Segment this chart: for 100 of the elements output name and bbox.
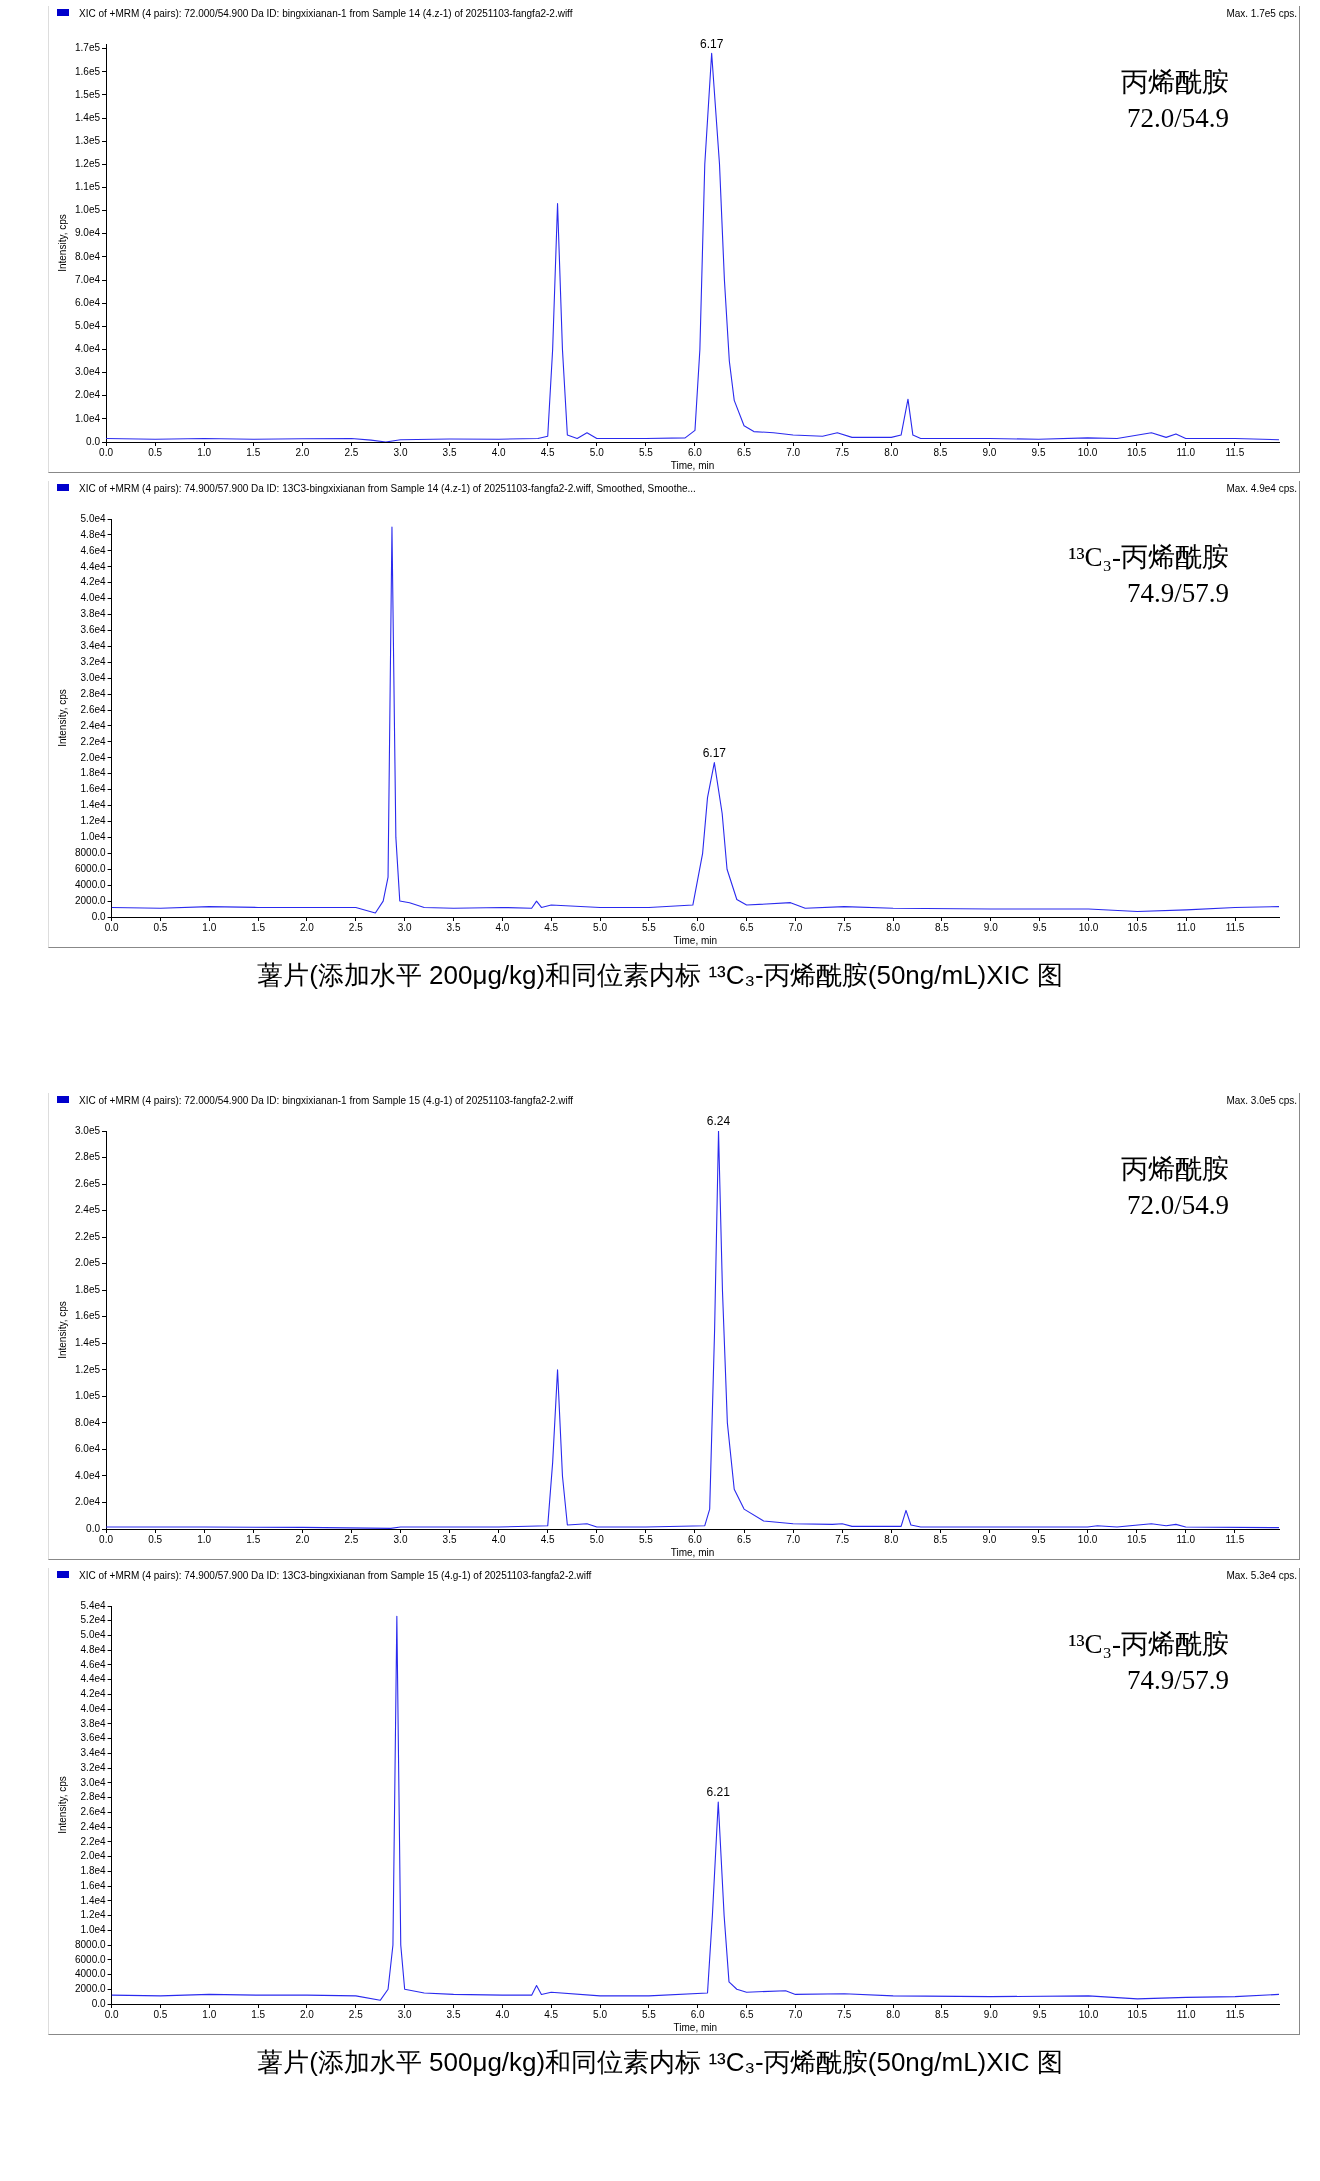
- x-tick-label: 8.5: [935, 2008, 950, 2020]
- y-tick-label: 1.3e5: [74, 134, 101, 146]
- annotation: 72.0/54.9: [1126, 1189, 1229, 1222]
- y-tick-label: 2.0e4: [80, 751, 107, 763]
- x-tick-label: 10.5: [1126, 446, 1147, 458]
- x-tick-label: 0.5: [148, 1533, 163, 1545]
- x-tick-label: 6.0: [690, 2008, 706, 2020]
- annotation: ¹³C₃-丙烯酰胺: [1068, 541, 1229, 574]
- y-tick-label: 1.4e4: [80, 799, 107, 811]
- y-tick-label: 1.4e5: [74, 111, 101, 123]
- y-tick-label: 8000.0: [74, 1938, 107, 1950]
- y-tick-label: 1.0e4: [80, 1924, 107, 1936]
- y-tick-label: 2.2e4: [80, 1835, 107, 1847]
- y-tick-label: 4.8e4: [80, 528, 107, 540]
- x-tick-label: 10.0: [1077, 1533, 1098, 1545]
- x-axis-title: Time, min: [670, 1546, 715, 1558]
- y-tick-label: 5.0e4: [80, 1629, 107, 1641]
- y-tick-label: 3.2e4: [80, 1761, 107, 1773]
- y-tick-label: 3.8e4: [80, 1717, 107, 1729]
- x-tick-label: 7.0: [788, 921, 803, 933]
- y-tick-label: 8000.0: [74, 847, 107, 859]
- y-tick-label: 0.0: [91, 1997, 107, 2009]
- y-tick-label: 2.6e4: [80, 703, 107, 715]
- y-tick-label: 1.6e4: [80, 1879, 107, 1891]
- x-tick-label: 0.5: [153, 921, 168, 933]
- y-tick-label: 3.6e4: [80, 1732, 107, 1744]
- x-tick-label: 9.0: [983, 921, 999, 933]
- annotation: ¹³C₃-丙烯酰胺: [1068, 1628, 1229, 1661]
- x-tick-label: 9.0: [982, 1533, 997, 1545]
- y-tick-label: 1.6e4: [80, 783, 107, 795]
- y-tick-label: 4.2e4: [80, 1688, 107, 1700]
- x-tick-label: 9.0: [983, 2008, 999, 2020]
- x-tick-label: 0.5: [148, 446, 163, 458]
- y-tick-label: 2.0e4: [74, 389, 101, 401]
- x-tick-label: 6.5: [737, 446, 752, 458]
- y-tick-label: 0.0: [86, 435, 101, 447]
- y-axis-title: Intensity, cps: [56, 689, 68, 747]
- y-tick-label: 3.0e5: [74, 1124, 101, 1136]
- x-tick-label: 11.5: [1225, 446, 1245, 458]
- y-tick-label: 6000.0: [74, 1953, 107, 1965]
- annotation: 丙烯酰胺: [1121, 66, 1229, 99]
- x-tick-label: 0.5: [153, 2008, 168, 2020]
- x-tick-label: 10.0: [1078, 921, 1099, 933]
- y-tick-label: 4.0e4: [80, 1702, 107, 1714]
- chart-title: XIC of +MRM (4 pairs): 72.000/54.900 Da ID: bingxixianan-1 from Sample 15 (4.g-1) of 20251103-fangfa2-2.wiff: [79, 1095, 574, 1106]
- y-tick-label: 2.8e5: [74, 1151, 101, 1163]
- x-tick-label: 4.0: [495, 2008, 510, 2020]
- x-tick-label: 1.0: [202, 2008, 217, 2020]
- y-tick-label: 4.4e4: [80, 1673, 107, 1685]
- y-tick-label: 4000.0: [74, 1968, 107, 1980]
- x-tick-label: 3.5: [446, 2008, 461, 2020]
- x-tick-label: 8.5: [935, 921, 950, 933]
- y-tick-label: 3.0e4: [74, 366, 101, 378]
- y-tick-label: 1.0e4: [74, 412, 101, 424]
- y-tick-label: 2.4e4: [80, 1820, 107, 1832]
- y-tick-label: 2.0e5: [74, 1257, 101, 1269]
- x-tick-label: 2.5: [344, 1533, 359, 1545]
- annotation: 6.21: [706, 1785, 731, 1800]
- x-tick-label: 5.0: [589, 1533, 605, 1545]
- x-tick-label: 3.0: [397, 2008, 413, 2020]
- x-tick-label: 10.5: [1126, 1533, 1147, 1545]
- y-tick-label: 4.0e4: [80, 592, 107, 604]
- x-tick-label: 8.0: [886, 921, 901, 933]
- y-tick-label: 4.0e4: [74, 343, 101, 355]
- y-tick-label: 8.0e4: [74, 1416, 101, 1428]
- x-tick-label: 4.5: [540, 446, 556, 458]
- x-tick-label: 8.5: [933, 1533, 948, 1545]
- y-tick-label: 4.2e4: [80, 576, 107, 588]
- y-axis-title: Intensity, cps: [56, 1776, 68, 1834]
- x-tick-label: 1.0: [197, 446, 212, 458]
- x-tick-label: 7.5: [837, 2008, 852, 2020]
- y-tick-label: 2.0e4: [74, 1496, 101, 1508]
- y-tick-label: 2.8e4: [80, 687, 107, 699]
- x-tick-label: 3.5: [446, 921, 461, 933]
- y-tick-label: 6.0e4: [74, 296, 101, 308]
- x-tick-label: 7.5: [835, 1533, 850, 1545]
- x-tick-label: 9.5: [1032, 2008, 1048, 2020]
- x-tick-label: 9.5: [1032, 921, 1048, 933]
- text: Max. 5.3e4 cps.: [1226, 1570, 1297, 1581]
- x-tick-label: 11.0: [1176, 1533, 1196, 1545]
- x-tick-label: 4.0: [495, 921, 510, 933]
- text: Max. 1.7e5 cps.: [1226, 8, 1297, 19]
- chart-title: XIC of +MRM (4 pairs): 72.000/54.900 Da ID: bingxixianan-1 from Sample 14 (4.z-1) of 20251103-fangfa2-2.wiff: [79, 8, 573, 19]
- y-tick-label: 3.4e4: [80, 640, 107, 652]
- x-tick-label: 2.0: [295, 446, 310, 458]
- x-tick-label: 2.0: [300, 2008, 315, 2020]
- y-axis-title: Intensity, cps: [56, 214, 68, 272]
- x-tick-label: 5.5: [641, 921, 657, 933]
- y-axis-title: Intensity, cps: [56, 1301, 68, 1359]
- x-tick-label: 11.5: [1225, 1533, 1245, 1545]
- annotation: 6.24: [706, 1114, 731, 1129]
- y-tick-label: 4.4e4: [80, 560, 107, 572]
- x-tick-label: 11.0: [1176, 446, 1196, 458]
- x-axis-title: Time, min: [670, 459, 715, 471]
- x-tick-label: 7.5: [837, 921, 852, 933]
- chart-title: XIC of +MRM (4 pairs): 74.900/57.900 Da ID: 13C3-bingxixianan from Sample 14 (4.z-1) of 20251103-fangfa2-2.wiff, Smoothed, Smoothe...: [79, 483, 696, 494]
- y-tick-label: 7.0e4: [74, 273, 101, 285]
- x-axis-title: Time, min: [673, 2021, 718, 2033]
- x-tick-label: 6.0: [688, 1533, 703, 1545]
- x-tick-label: 3.0: [397, 921, 413, 933]
